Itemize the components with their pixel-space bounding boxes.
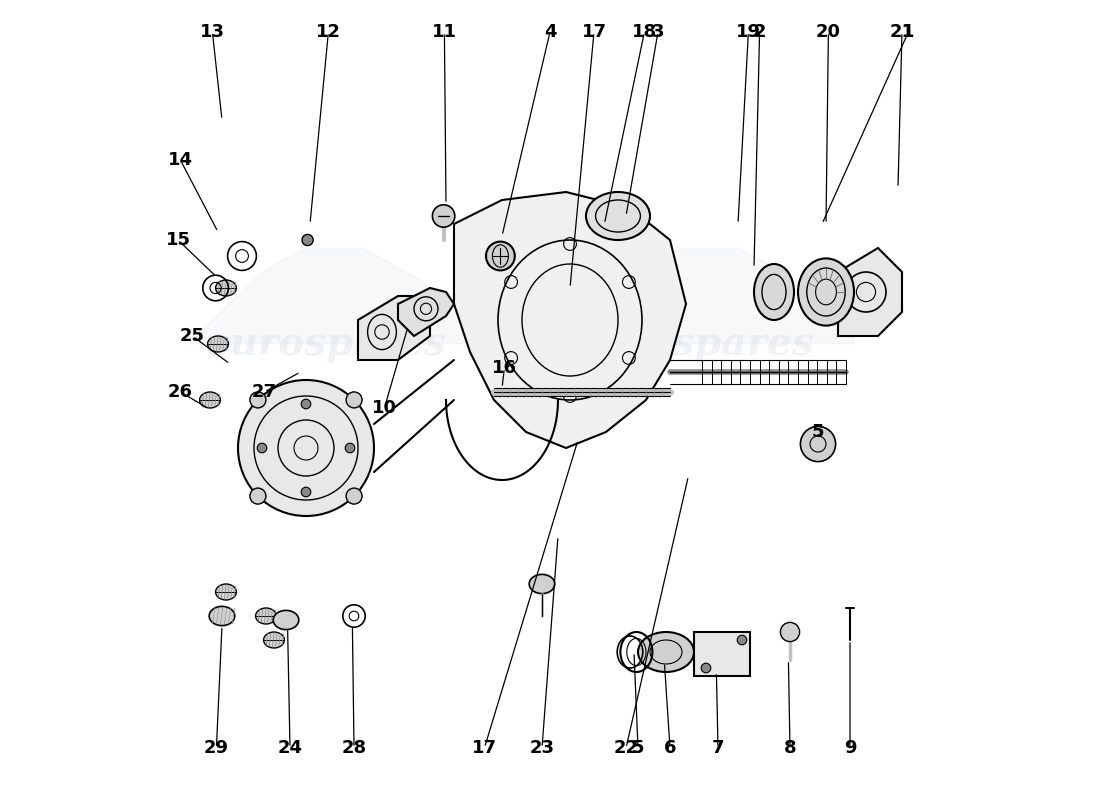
- Text: 12: 12: [316, 23, 341, 41]
- Circle shape: [345, 443, 355, 453]
- Circle shape: [486, 242, 515, 270]
- Ellipse shape: [529, 574, 554, 594]
- Text: 9: 9: [844, 739, 856, 757]
- Ellipse shape: [216, 584, 236, 600]
- Text: eurospares: eurospares: [206, 325, 447, 363]
- Text: 19: 19: [736, 23, 761, 41]
- Circle shape: [701, 663, 711, 673]
- Text: 2: 2: [754, 23, 766, 41]
- Text: 8: 8: [783, 739, 796, 757]
- Polygon shape: [190, 248, 478, 344]
- Polygon shape: [566, 248, 854, 344]
- Circle shape: [432, 205, 454, 227]
- Text: 7: 7: [712, 739, 724, 757]
- Ellipse shape: [273, 610, 299, 630]
- Circle shape: [250, 488, 266, 504]
- Ellipse shape: [798, 258, 854, 326]
- Text: 10: 10: [372, 399, 397, 417]
- Text: 5: 5: [631, 739, 645, 757]
- Text: 26: 26: [168, 383, 192, 401]
- Circle shape: [301, 399, 311, 409]
- Text: eurospares: eurospares: [573, 325, 814, 363]
- Text: 6: 6: [663, 739, 676, 757]
- Polygon shape: [358, 296, 430, 360]
- Text: 11: 11: [432, 23, 456, 41]
- Text: 23: 23: [529, 739, 554, 757]
- Circle shape: [737, 635, 747, 645]
- Circle shape: [346, 488, 362, 504]
- Text: 14: 14: [168, 151, 192, 169]
- Ellipse shape: [586, 192, 650, 240]
- Circle shape: [301, 487, 311, 497]
- Text: 16: 16: [492, 359, 517, 377]
- Circle shape: [257, 443, 267, 453]
- Text: 5: 5: [812, 423, 824, 441]
- Text: 1: 1: [902, 23, 915, 41]
- Text: 17: 17: [472, 739, 497, 757]
- Ellipse shape: [199, 392, 220, 408]
- Ellipse shape: [209, 606, 234, 626]
- Circle shape: [250, 392, 266, 408]
- Text: 17: 17: [582, 23, 606, 41]
- Ellipse shape: [208, 336, 229, 352]
- Circle shape: [238, 380, 374, 516]
- Text: 28: 28: [341, 739, 366, 757]
- Polygon shape: [454, 192, 686, 448]
- Text: 22: 22: [614, 739, 638, 757]
- Text: 27: 27: [252, 383, 277, 401]
- Ellipse shape: [264, 632, 285, 648]
- Text: 29: 29: [204, 739, 229, 757]
- Circle shape: [302, 234, 313, 246]
- Bar: [694, 632, 750, 676]
- Text: 24: 24: [277, 739, 302, 757]
- Circle shape: [801, 426, 836, 462]
- Circle shape: [346, 392, 362, 408]
- Text: 4: 4: [543, 23, 557, 41]
- Polygon shape: [838, 248, 902, 336]
- Ellipse shape: [754, 264, 794, 320]
- Text: 20: 20: [816, 23, 840, 41]
- Text: 25: 25: [180, 327, 205, 345]
- Ellipse shape: [255, 608, 276, 624]
- Text: 13: 13: [200, 23, 224, 41]
- Ellipse shape: [216, 280, 236, 296]
- Ellipse shape: [638, 632, 694, 672]
- Polygon shape: [398, 288, 454, 336]
- Text: 3: 3: [651, 23, 664, 41]
- Text: 18: 18: [631, 23, 657, 41]
- Text: 15: 15: [165, 231, 190, 249]
- Circle shape: [780, 622, 800, 642]
- Text: 21: 21: [890, 23, 914, 41]
